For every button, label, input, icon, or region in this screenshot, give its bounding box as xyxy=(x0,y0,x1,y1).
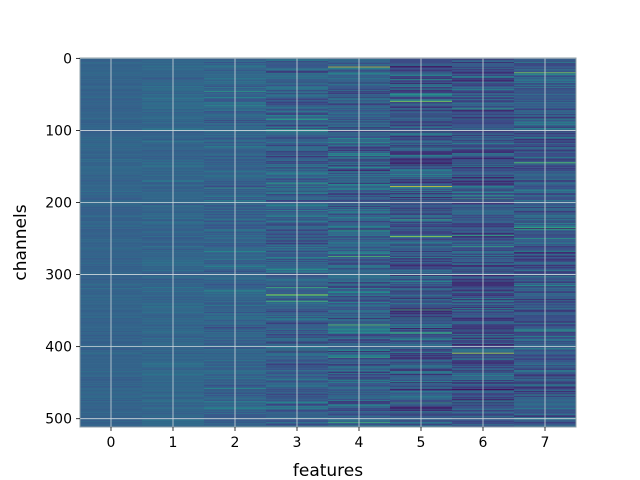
plot-frame xyxy=(79,57,577,428)
x-axis-label: features xyxy=(293,461,363,480)
x-tick-label: 6 xyxy=(479,435,488,451)
x-tick-label: 7 xyxy=(541,435,550,451)
x-tick-label: 5 xyxy=(417,435,426,451)
x-tick-label: 0 xyxy=(107,435,116,451)
y-axis-label: channels xyxy=(11,204,31,280)
y-axis-ticks: 0 100 200 300 400 500 xyxy=(45,51,80,428)
heatmap-cells xyxy=(80,58,577,428)
x-axis-ticks: 0 1 2 3 4 5 6 7 xyxy=(107,427,550,451)
y-tick-label: 200 xyxy=(45,196,72,212)
x-tick-label: 3 xyxy=(293,435,302,451)
y-tick-label: 100 xyxy=(45,123,72,139)
y-tick-label: 0 xyxy=(63,51,72,67)
x-tick-label: 2 xyxy=(231,435,240,451)
y-tick-label: 300 xyxy=(45,268,72,284)
y-tick-label: 500 xyxy=(45,412,72,428)
x-tick-label: 1 xyxy=(169,435,178,451)
y-tick-label: 400 xyxy=(45,340,72,356)
x-tick-label: 4 xyxy=(355,435,364,451)
grid-lines xyxy=(80,57,576,427)
